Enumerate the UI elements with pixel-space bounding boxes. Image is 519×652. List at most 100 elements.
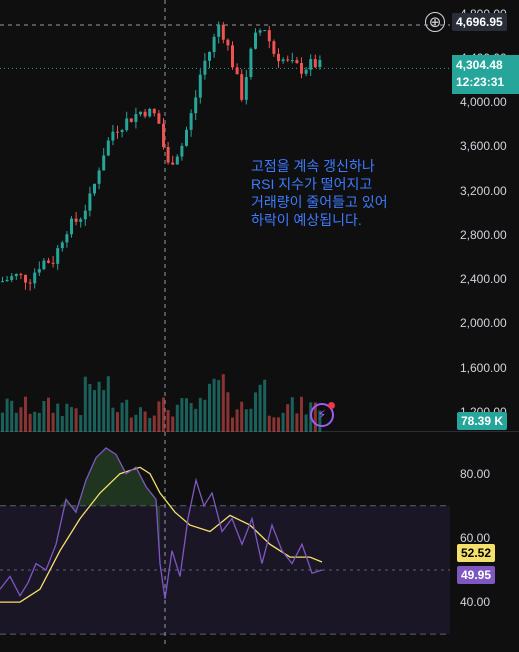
price-tick-label: 1,600.00 <box>460 360 507 375</box>
volume-bar <box>286 404 290 432</box>
candle-body <box>93 183 96 194</box>
volume-bar <box>148 417 152 432</box>
volume-bar <box>134 414 138 432</box>
volume-bar <box>263 379 267 432</box>
volume-bar <box>10 400 14 432</box>
candle-body <box>166 147 170 163</box>
candle-body <box>189 113 193 130</box>
volume-bar <box>70 407 73 432</box>
volume-bar <box>139 407 142 432</box>
candle-body <box>111 131 115 141</box>
last-price-tag: 4,304.48 12:23:31 <box>452 55 519 94</box>
bolt-icon[interactable]: ⚡ <box>310 403 334 427</box>
volume-bar <box>56 403 60 432</box>
volume-bar <box>33 411 37 432</box>
volume-bar <box>244 409 248 432</box>
candle-body <box>309 59 313 70</box>
candle-body <box>88 193 92 211</box>
candle-body <box>70 218 73 235</box>
candle-body <box>102 155 106 171</box>
candle-body <box>143 111 147 117</box>
candle-body <box>125 118 129 131</box>
candle-body <box>203 60 207 75</box>
candle-body <box>28 282 32 284</box>
volume-bar <box>267 415 271 432</box>
rsi-line <box>0 447 323 599</box>
volume-bar <box>295 413 299 432</box>
volume-bar <box>102 390 106 432</box>
volume-bar <box>304 414 308 432</box>
candle-body <box>286 59 290 61</box>
candle-body <box>217 24 221 37</box>
candle-body <box>185 129 188 146</box>
rsi-tick-label: 60.00 <box>460 530 491 545</box>
volume-bar <box>212 378 216 432</box>
candle-body <box>258 30 262 33</box>
candle-body <box>180 145 184 157</box>
volume-bar <box>217 380 221 432</box>
candle-body <box>47 260 50 263</box>
volume-bar <box>74 408 78 432</box>
candle-body <box>42 260 46 270</box>
volume-bar <box>14 412 18 432</box>
rsi-ma-tag: 52.52 <box>457 544 496 562</box>
plus-icon[interactable]: ⊕ <box>425 12 445 32</box>
candle-body <box>60 242 64 249</box>
volume-bar <box>162 397 165 432</box>
volume-bar <box>60 416 64 432</box>
volume-bar <box>277 417 280 432</box>
candle-body <box>240 74 244 100</box>
candle-body <box>313 59 317 68</box>
candle-body <box>10 276 14 280</box>
candle-body <box>254 32 257 49</box>
volume-bar <box>254 392 257 432</box>
candle-body <box>116 131 119 133</box>
candle-body <box>37 269 41 273</box>
volume-bar <box>208 383 211 432</box>
candle-body <box>272 41 276 54</box>
candle-body <box>318 60 322 68</box>
volume-bar <box>300 396 303 432</box>
annotation-text[interactable]: 고점을 계속 갱신하나 RSI 지수가 떨어지고 거래량이 줄어들고 있어 하락… <box>251 158 388 228</box>
volume-bar <box>152 415 156 432</box>
volume-bar <box>24 396 27 432</box>
volume-bar <box>83 376 87 432</box>
volume-bar <box>129 417 133 432</box>
crosshair-price-tag: 4,696.95 <box>452 13 507 31</box>
volume-bar <box>221 374 225 432</box>
volume-bar <box>175 404 179 432</box>
volume-bar <box>79 415 83 432</box>
volume-bar <box>106 376 110 432</box>
candle-body <box>56 248 60 264</box>
rsi-ma-line <box>0 466 323 603</box>
volume-bar <box>97 381 101 432</box>
volume-bar <box>240 401 244 432</box>
candle-body <box>277 53 280 62</box>
volume-bar <box>37 412 41 432</box>
candle-body <box>290 60 294 62</box>
rsi-tick-label: 40.00 <box>460 595 491 610</box>
volume-bar <box>226 392 230 432</box>
volume-bar <box>88 383 92 432</box>
rsi-tick-label: 80.00 <box>460 466 491 481</box>
price-tick-label: 4,000.00 <box>460 95 507 110</box>
candle-body <box>295 60 299 64</box>
candle-body <box>198 74 202 98</box>
candle-body <box>129 118 133 122</box>
candle-body <box>33 272 37 284</box>
volume-bar <box>125 399 129 432</box>
volume-bar <box>171 416 175 432</box>
candle-body <box>152 108 156 114</box>
price-tick-label: 3,600.00 <box>460 139 507 154</box>
notification-dot <box>328 402 335 409</box>
candle-body <box>157 113 161 124</box>
volume-bar <box>189 403 193 432</box>
volume-bar <box>51 412 55 432</box>
candle-body <box>226 39 230 46</box>
volume-bar <box>143 411 147 432</box>
volume-bar <box>120 402 124 432</box>
volume-bar <box>231 417 234 432</box>
candle-body <box>300 63 303 74</box>
price-tick-label: 3,200.00 <box>460 183 507 198</box>
